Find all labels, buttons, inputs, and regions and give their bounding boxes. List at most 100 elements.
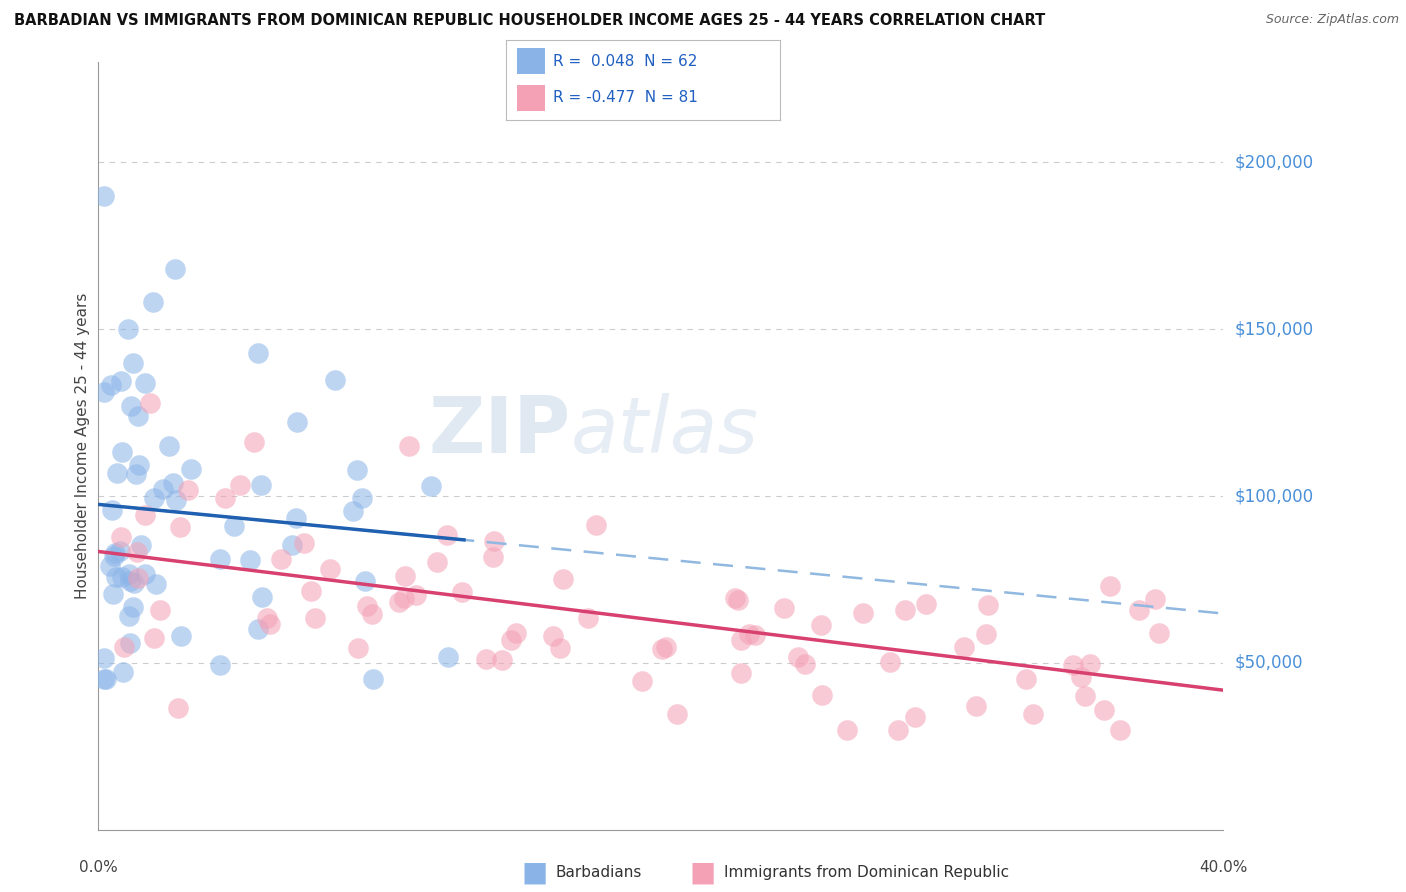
Point	[543, 629, 565, 643]
Point	[246, 622, 269, 636]
Point	[149, 603, 172, 617]
Point	[665, 706, 688, 721]
Text: ZIP: ZIP	[429, 392, 571, 468]
Point	[810, 618, 832, 632]
Point	[125, 467, 148, 481]
Point	[243, 435, 266, 450]
Point	[143, 631, 166, 645]
Point	[655, 640, 678, 654]
Point	[1128, 603, 1150, 617]
Point	[134, 508, 156, 522]
Point	[1070, 670, 1092, 684]
Text: 0.0%: 0.0%	[79, 860, 118, 875]
Point	[104, 546, 127, 560]
Point	[1074, 689, 1097, 703]
Point	[250, 477, 273, 491]
Point	[93, 650, 115, 665]
Point	[1143, 591, 1166, 606]
Point	[252, 590, 274, 604]
Point	[787, 650, 810, 665]
Point	[346, 463, 368, 477]
Point	[118, 574, 141, 588]
Point	[285, 510, 308, 524]
Point	[1015, 672, 1038, 686]
Point	[163, 262, 186, 277]
Point	[405, 588, 427, 602]
Point	[208, 552, 231, 566]
Point	[738, 627, 761, 641]
Point	[143, 491, 166, 506]
Text: $100,000: $100,000	[1234, 487, 1313, 505]
Point	[256, 610, 278, 624]
Point	[977, 599, 1000, 613]
Point	[1078, 657, 1101, 672]
Point	[887, 723, 910, 737]
Point	[122, 355, 145, 369]
Point	[214, 491, 236, 505]
Point	[953, 640, 976, 654]
Point	[965, 699, 987, 714]
Point	[111, 665, 134, 679]
Point	[117, 322, 139, 336]
Point	[157, 439, 180, 453]
Point	[551, 573, 574, 587]
Bar	[517, 48, 544, 74]
Text: ■: ■	[522, 858, 547, 887]
Point	[1109, 723, 1132, 737]
Point	[177, 483, 200, 497]
Point	[398, 439, 420, 453]
Point	[491, 653, 513, 667]
Point	[837, 723, 859, 737]
Point	[142, 294, 165, 309]
Point	[356, 599, 378, 613]
Point	[1147, 626, 1170, 640]
Point	[120, 399, 142, 413]
Text: atlas: atlas	[571, 392, 759, 468]
Point	[120, 636, 142, 650]
Point	[247, 346, 270, 360]
Point	[904, 710, 927, 724]
Point	[576, 610, 599, 624]
Point	[974, 627, 997, 641]
Point	[118, 567, 141, 582]
Point	[744, 628, 766, 642]
Point	[548, 640, 571, 655]
Point	[292, 536, 315, 550]
Point	[280, 538, 302, 552]
Point	[100, 503, 122, 517]
Point	[392, 591, 415, 605]
Point	[166, 701, 188, 715]
Point	[93, 189, 115, 203]
Point	[437, 650, 460, 665]
Point	[852, 607, 875, 621]
Point	[420, 479, 443, 493]
Point	[93, 385, 115, 400]
Point	[104, 570, 127, 584]
Point	[772, 601, 794, 615]
Point	[1062, 658, 1084, 673]
Point	[162, 476, 184, 491]
Point	[112, 640, 135, 655]
Point	[127, 409, 149, 424]
Point	[111, 445, 134, 459]
Point	[270, 552, 292, 566]
Text: $200,000: $200,000	[1234, 153, 1313, 171]
Point	[101, 587, 124, 601]
Point	[475, 651, 498, 665]
Y-axis label: Householder Income Ages 25 - 44 years: Householder Income Ages 25 - 44 years	[75, 293, 90, 599]
Point	[724, 591, 747, 605]
Point	[122, 576, 145, 591]
Point	[361, 607, 384, 622]
Point	[388, 595, 411, 609]
Point	[285, 415, 308, 429]
Point	[134, 567, 156, 582]
Point	[111, 569, 134, 583]
Point	[222, 519, 245, 533]
Point	[110, 531, 132, 545]
Point	[94, 673, 117, 687]
Text: Source: ZipAtlas.com: Source: ZipAtlas.com	[1265, 13, 1399, 27]
Point	[134, 376, 156, 390]
Text: R =  0.048  N = 62: R = 0.048 N = 62	[553, 54, 697, 69]
Text: $150,000: $150,000	[1234, 320, 1313, 338]
Point	[145, 576, 167, 591]
